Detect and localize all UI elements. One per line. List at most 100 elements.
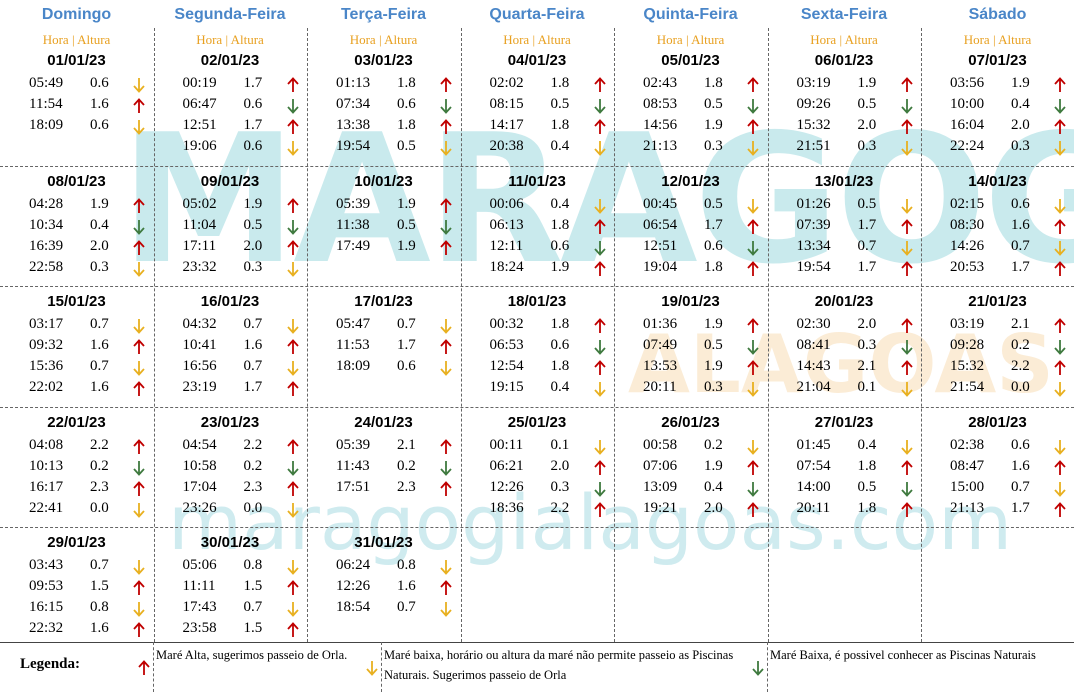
- date: 01/01/23: [47, 52, 106, 69]
- tide-arrow: [593, 439, 606, 455]
- tide-arrow: [133, 381, 145, 396]
- tide-height: 0.6: [397, 358, 416, 374]
- subheader: Hora | Altura: [963, 32, 1032, 47]
- tide-arrow: [133, 120, 145, 135]
- tide-arrow: [440, 219, 452, 235]
- tide-arrow: [747, 340, 759, 355]
- date: 20/01/23: [814, 293, 874, 310]
- date: 22/01/23: [47, 413, 106, 431]
- tide-time: 19:15: [489, 379, 524, 395]
- date: 17/01/23: [354, 293, 413, 310]
- legend-text: Maré Baixa, é possivel conhecer as Pisci…: [770, 648, 1036, 662]
- tide-height: 0.8: [397, 557, 416, 573]
- tide-time: 22:32: [29, 620, 64, 636]
- tide-height: 0.4: [857, 436, 877, 453]
- tide-height: 2.1: [1011, 316, 1030, 332]
- tide-arrow: [286, 239, 299, 255]
- subheader: Hora | Altura: [656, 32, 725, 47]
- tide-height: 0.5: [857, 195, 877, 212]
- tide-height: 2.0: [857, 316, 877, 332]
- tide-height: 1.8: [857, 499, 877, 516]
- tide-arrow: [440, 580, 452, 595]
- tide-arrow: [900, 218, 913, 234]
- tide-height: 1.6: [90, 620, 109, 636]
- tide-arrow: [133, 460, 145, 476]
- tide-arrow: [747, 318, 759, 333]
- legend-divider: [381, 642, 382, 692]
- tide-time: 08:53: [643, 96, 678, 112]
- tide-arrow: [900, 459, 913, 475]
- tide-height: 0.6: [550, 337, 570, 353]
- day-header: Segunda-Feira: [174, 6, 286, 23]
- tide-arrow: [440, 319, 452, 334]
- tide-height: 0.3: [857, 337, 877, 353]
- column-divider: [460, 28, 462, 642]
- subheader: Hora | Altura: [503, 32, 571, 47]
- tide-time: 08:47: [950, 457, 985, 474]
- date: 10/01/23: [354, 172, 413, 190]
- tide-time: 14:56: [643, 117, 678, 133]
- tide-time: 23:58: [182, 620, 217, 636]
- tide-arrow: [440, 460, 452, 476]
- tide-height: 1.7: [243, 379, 263, 395]
- tide-arrow: [747, 260, 759, 276]
- tide-height: 1.9: [704, 358, 723, 374]
- tide-arrow: [286, 119, 299, 134]
- tide-height: 0.5: [857, 478, 877, 495]
- tide-height: 0.3: [857, 138, 877, 154]
- tide-time: 22:58: [29, 258, 64, 275]
- tide-time: 03:56: [950, 75, 985, 91]
- date: 24/01/23: [354, 413, 413, 431]
- tide-height: 1.7: [243, 75, 263, 91]
- date: 26/01/23: [661, 413, 720, 431]
- tide-height: 1.8: [550, 75, 570, 91]
- subheader: Hora | Altura: [810, 32, 878, 47]
- tide-height: 1.6: [1011, 216, 1030, 233]
- tide-time: 17:43: [182, 599, 217, 615]
- date: 28/01/23: [968, 413, 1027, 431]
- tide-height: 1.9: [397, 195, 416, 212]
- tide-arrow: [900, 360, 913, 375]
- tide-height: 1.8: [550, 216, 570, 233]
- tide-time: 17:11: [182, 237, 217, 254]
- tide-time: 12:51: [182, 117, 217, 133]
- tide-height: 1.8: [550, 316, 570, 332]
- tide-time: 02:38: [950, 436, 985, 453]
- tide-height: 2.0: [90, 237, 109, 254]
- tide-arrow: [900, 240, 913, 256]
- tide-time: 09:26: [796, 96, 831, 112]
- legend-divider: [0, 642, 1074, 643]
- day-header: Terça-Feira: [340, 6, 427, 23]
- tide-arrow: [593, 260, 606, 276]
- tide-height: 1.8: [550, 117, 570, 133]
- tide-arrow: [900, 501, 913, 517]
- tide-time: 05:06: [182, 557, 217, 573]
- subheader: Hora | Altura: [349, 32, 418, 47]
- tide-arrow: [133, 560, 145, 575]
- tide-arrow: [1054, 481, 1066, 497]
- tide-time: 16:39: [29, 237, 64, 254]
- tide-height: 1.7: [857, 216, 877, 233]
- date: 14/01/23: [968, 172, 1027, 190]
- tide-arrow: [747, 77, 759, 92]
- subheader: Hora | Altura: [42, 32, 111, 47]
- tide-arrow: [1054, 318, 1066, 333]
- day-header: Sábado: [968, 6, 1027, 23]
- tide-time: 17:04: [182, 478, 217, 495]
- tide-height: 0.0: [243, 499, 263, 516]
- tide-height: 0.7: [857, 237, 877, 254]
- tide-height: 2.3: [243, 478, 263, 495]
- tide-height: 1.7: [1011, 499, 1030, 516]
- tide-height: 0.4: [1011, 96, 1030, 112]
- tide-time: 10:58: [182, 457, 217, 474]
- date: 25/01/23: [507, 413, 567, 431]
- tide-arrow: [593, 77, 606, 92]
- tide-height: 0.6: [243, 138, 263, 154]
- date: 16/01/23: [200, 293, 260, 310]
- tide-height: 2.0: [857, 117, 877, 133]
- tide-time: 10:34: [29, 216, 64, 233]
- week-divider: [0, 165, 1074, 167]
- tide-arrow: [286, 622, 299, 637]
- tide-time: 11:38: [336, 216, 370, 233]
- tide-height: 1.9: [1011, 75, 1030, 91]
